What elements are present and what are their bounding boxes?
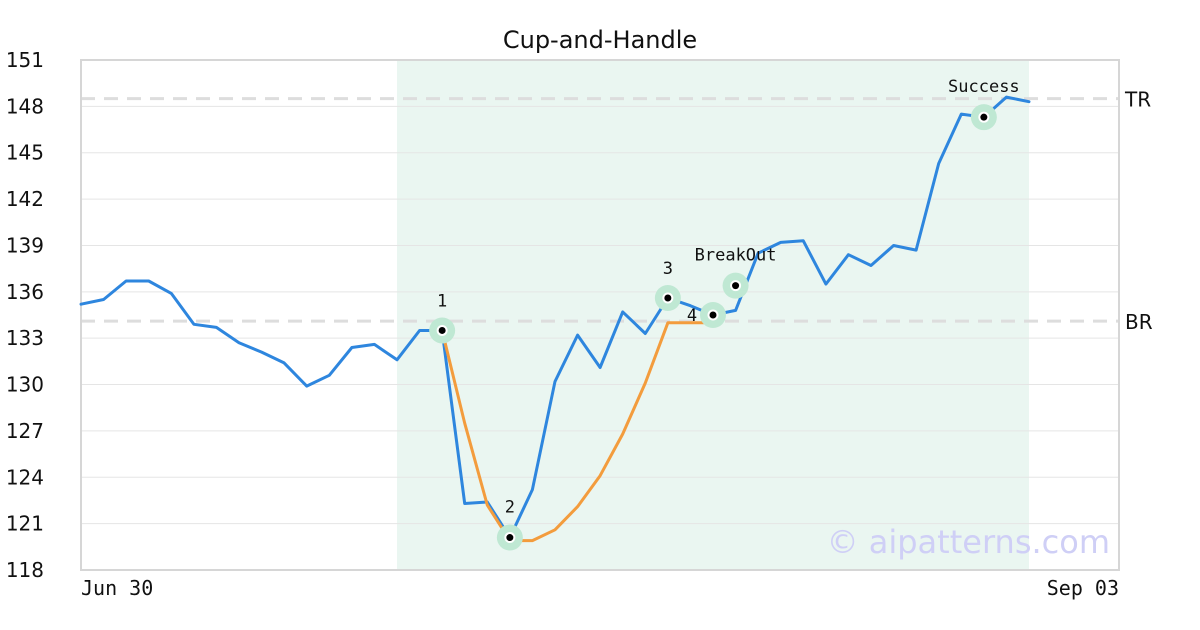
marker-dot <box>732 282 740 290</box>
marker-dot <box>506 534 514 542</box>
y-tick-label: 133 <box>6 326 44 350</box>
y-tick-label: 151 <box>6 48 44 72</box>
watermark: © aipatterns.com <box>827 523 1110 561</box>
plot-frame <box>80 59 1120 571</box>
point-label-1: 1 <box>437 291 447 311</box>
reference-label-br: BR <box>1125 310 1153 334</box>
point-label-4: 4 <box>687 306 697 326</box>
y-tick-label: 142 <box>6 187 44 211</box>
y-tick-label: 130 <box>6 373 44 397</box>
y-tick-label: 139 <box>6 233 44 257</box>
chart-title: Cup-and-Handle <box>503 26 697 54</box>
point-label-2: 2 <box>505 498 515 518</box>
x-tick-label: Jun 30 <box>81 576 153 600</box>
y-tick-label: 127 <box>6 419 44 443</box>
x-axis-ticks: Jun 30 Sep 03 <box>81 576 1119 600</box>
marker-dot <box>980 113 988 121</box>
data-series <box>79 95 1031 543</box>
marker-dot <box>709 311 717 319</box>
y-tick-label: 148 <box>6 94 44 118</box>
point-label-3: 3 <box>663 259 673 279</box>
marker-dot <box>438 326 446 334</box>
y-axis-ticks: 118 121 124 127 130 133 136 139 142 145 148 151 <box>6 48 44 582</box>
y-tick-label: 121 <box>6 512 44 536</box>
reference-lines: TR BR <box>81 88 1153 334</box>
point-label-success: Success <box>948 77 1020 97</box>
y-tick-label: 136 <box>6 280 44 304</box>
cup-fit-line <box>440 321 715 543</box>
point-label-breakout: BreakOut <box>695 246 777 266</box>
marker-dot <box>664 294 672 302</box>
x-tick-label: Sep 03 <box>1047 576 1119 600</box>
y-tick-label: 118 <box>6 558 44 582</box>
y-tick-label: 145 <box>6 141 44 165</box>
reference-label-tr: TR <box>1124 88 1151 112</box>
pattern-markers: 1 2 3 4 BreakOut Success <box>429 77 1020 551</box>
y-tick-label: 124 <box>6 465 44 489</box>
price-series-line <box>79 95 1031 539</box>
